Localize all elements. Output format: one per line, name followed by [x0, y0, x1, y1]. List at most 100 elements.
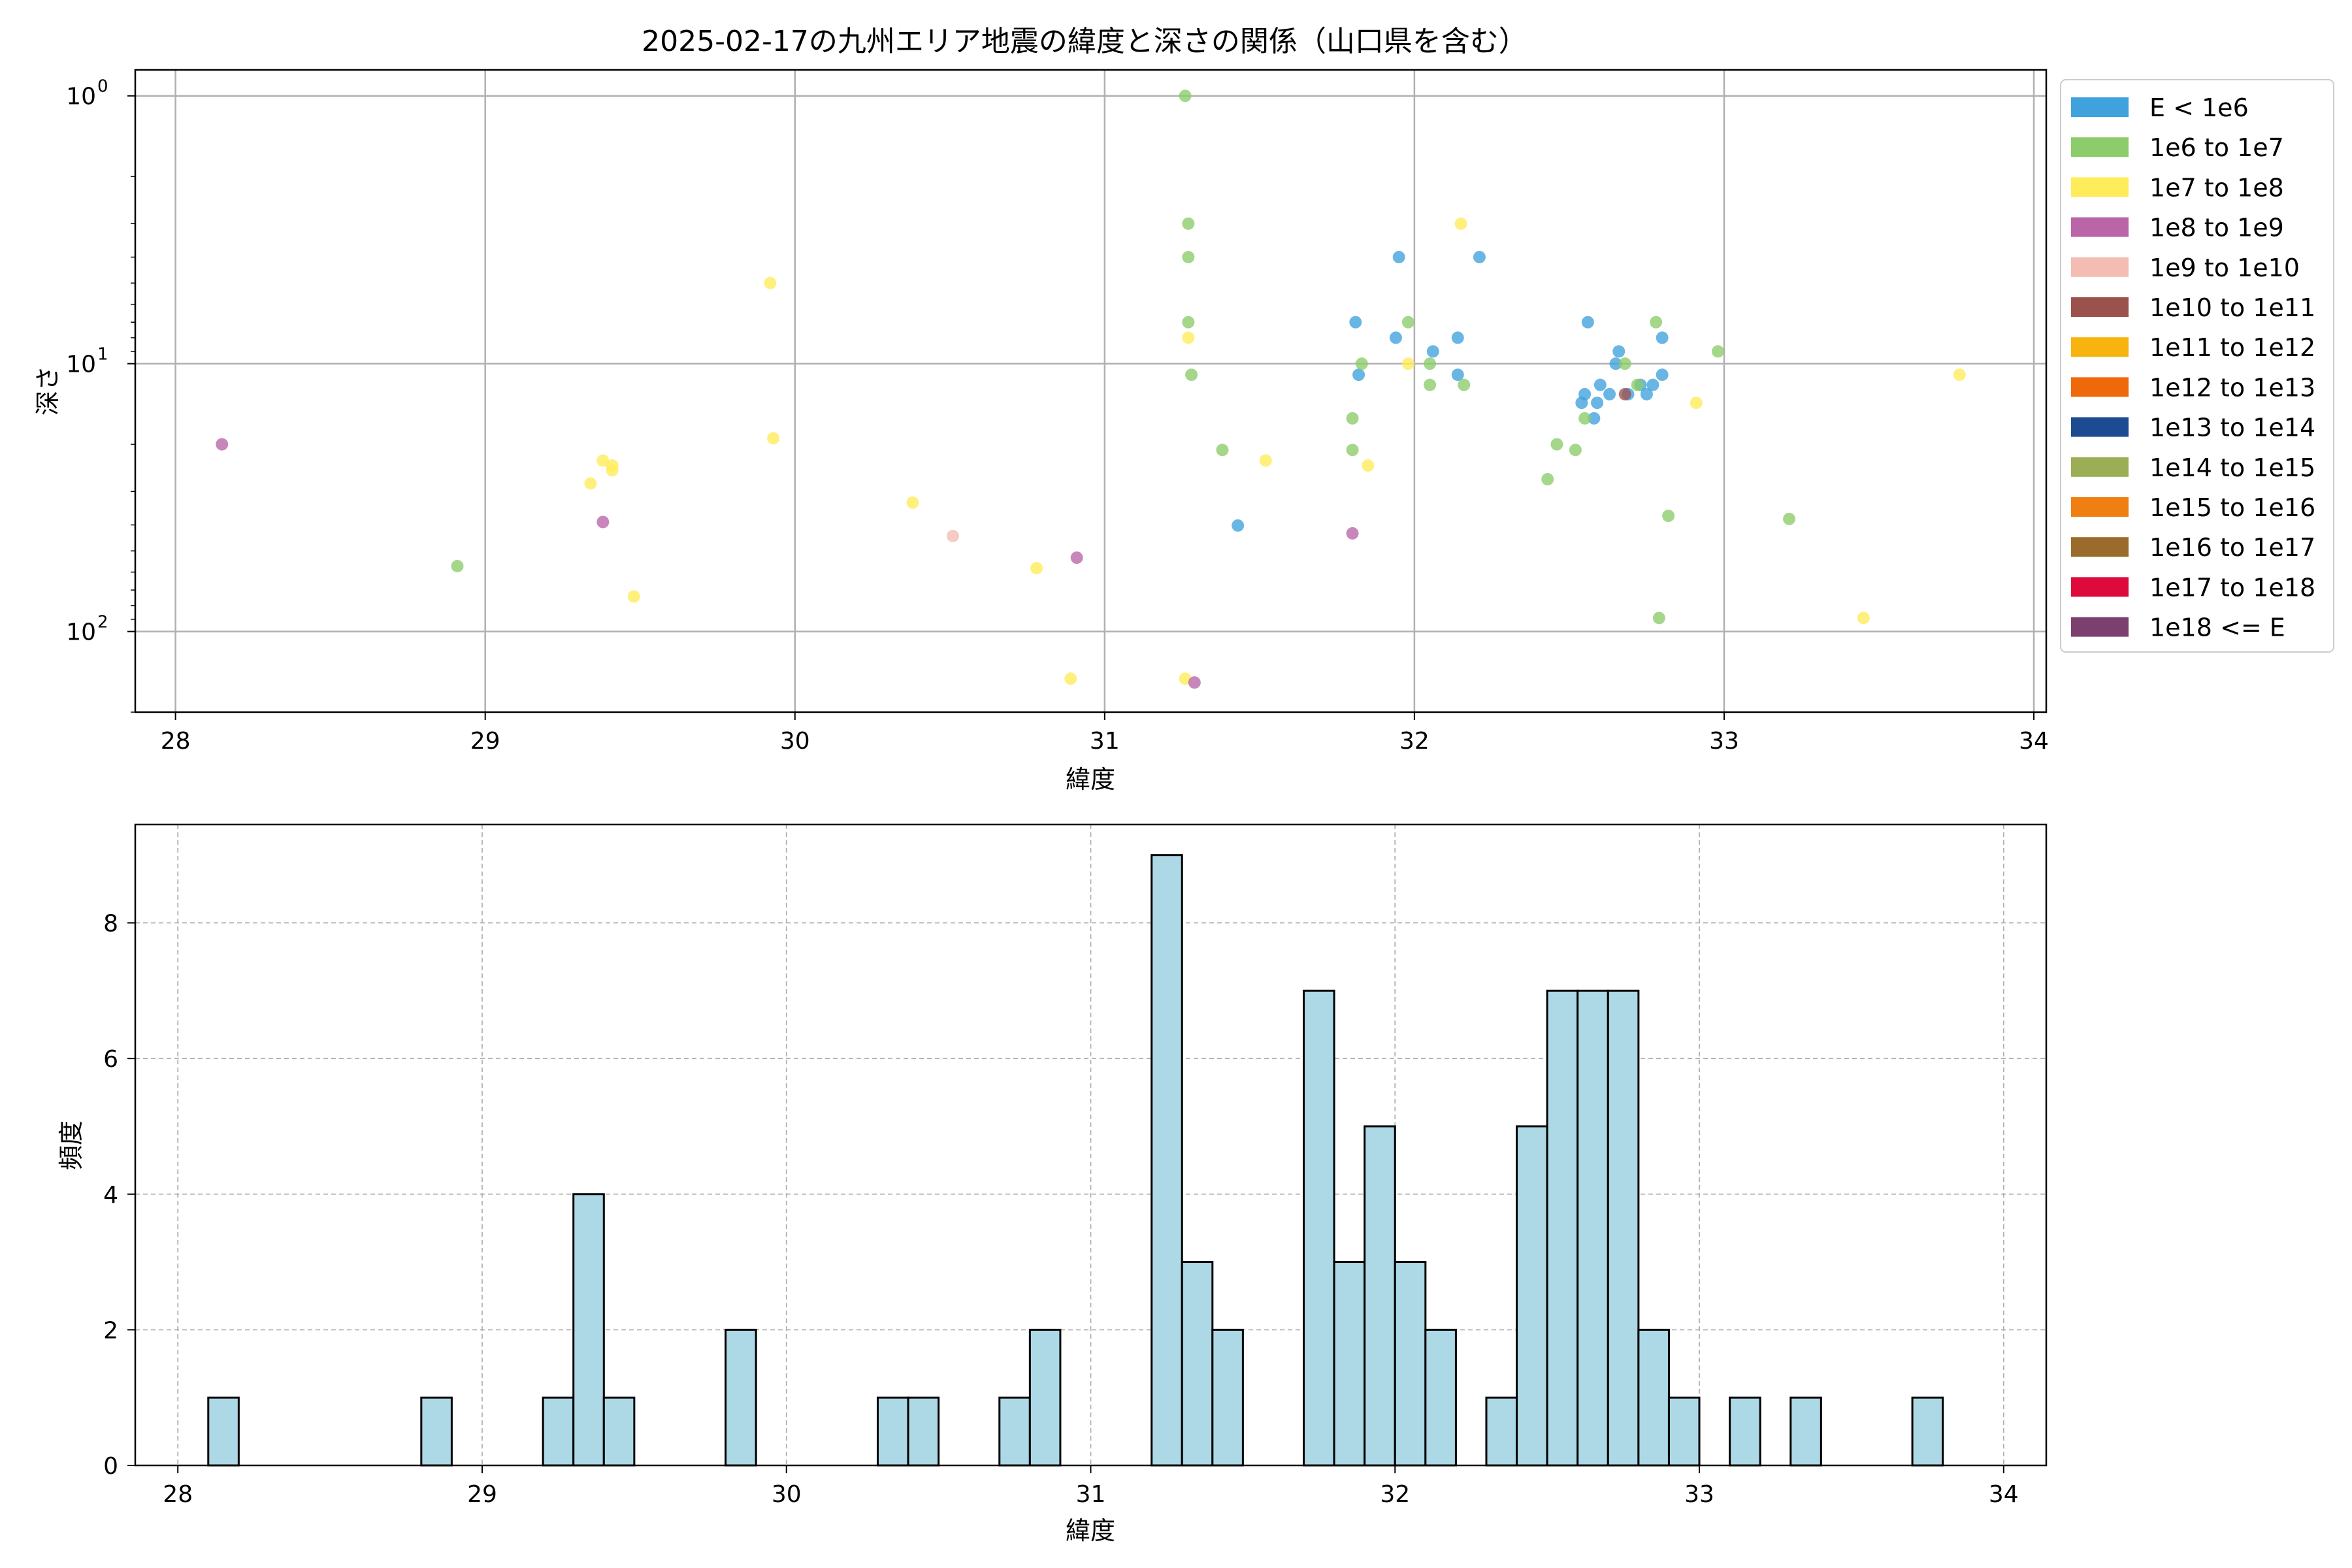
scatter-grid: [135, 70, 2046, 712]
scatter-point: [1182, 217, 1195, 230]
scatter-point: [1578, 387, 1592, 400]
legend-items: E < 1e6 1e6 to 1e7 1e7 to 1e8 1e8 to 1e9 1e9…: [2071, 93, 2315, 642]
histogram-bar: [1789, 1396, 1822, 1467]
scatter-point: [1401, 357, 1414, 370]
legend-swatch: [2071, 537, 2129, 557]
scatter-point: [596, 515, 610, 529]
scatter-point: [1182, 251, 1195, 264]
scatter-xtick-label: 33: [1709, 728, 1739, 755]
scatter-point: [1389, 331, 1402, 344]
histogram-bars: [207, 854, 1944, 1467]
histogram-xtick-label: 29: [467, 1481, 497, 1508]
histogram-bar: [1516, 1125, 1548, 1467]
scatter-point: [1392, 251, 1405, 264]
scatter-point: [1454, 217, 1467, 230]
scatter-point: [1690, 397, 1703, 410]
scatter-point: [1424, 378, 1437, 391]
legend-swatch: [2071, 377, 2129, 397]
scatter-point: [1346, 412, 1359, 425]
scatter-point: [1179, 90, 1192, 103]
histogram-bar: [907, 1396, 940, 1467]
scatter-point: [1588, 412, 1601, 425]
scatter-xticks: 28 29 30 31 32 33 34: [161, 712, 2049, 755]
scatter-point: [1618, 387, 1631, 400]
scatter-point: [1603, 387, 1616, 400]
histogram-ytick-label: 2: [103, 1317, 118, 1344]
scatter-ytick-exponent: 2: [97, 613, 108, 632]
legend-label: E < 1e6: [2149, 93, 2249, 122]
scatter-point: [1593, 378, 1607, 391]
scatter-point: [1064, 672, 1077, 685]
scatter-point: [1612, 345, 1625, 358]
scatter-point: [1349, 316, 1362, 329]
legend-label: 1e7 to 1e8: [2149, 173, 2284, 202]
scatter-point: [1656, 331, 1669, 344]
histogram-bar: [1546, 989, 1579, 1467]
histogram-bar: [876, 1396, 909, 1467]
scatter-xtick-label: 29: [470, 728, 500, 755]
scatter-xtick-label: 34: [2019, 728, 2049, 755]
legend-swatch: [2071, 137, 2129, 157]
scatter-point: [1578, 412, 1592, 425]
histogram-bar: [602, 1396, 636, 1467]
scatter-point: [584, 477, 597, 490]
scatter-point: [1346, 527, 1359, 540]
scatter-point: [1473, 251, 1486, 264]
scatter-ytick-exponent: 0: [97, 77, 108, 97]
scatter-point: [451, 560, 464, 573]
histogram-bar: [420, 1396, 453, 1467]
scatter-xtick-label: 31: [1090, 728, 1120, 755]
legend-label: 1e6 to 1e7: [2149, 133, 2284, 162]
histogram-bar: [1667, 1396, 1701, 1467]
scatter-point: [1569, 444, 1582, 457]
scatter-point: [1188, 676, 1201, 689]
legend-label: 1e9 to 1e10: [2149, 253, 2300, 282]
histogram-bar: [1211, 1328, 1244, 1467]
scatter-ytick-exponent: 1: [97, 345, 108, 365]
scatter-point: [1646, 378, 1659, 391]
scatter-point: [1232, 519, 1245, 532]
histogram-bar: [1303, 989, 1335, 1467]
scatter-point: [1216, 444, 1229, 457]
scatter-point: [906, 496, 919, 509]
histogram-bar: [1637, 1328, 1670, 1467]
histogram-bar: [1151, 854, 1183, 1467]
legend-swatch: [2071, 617, 2129, 637]
histogram-bar: [572, 1193, 605, 1467]
legend-swatch: [2071, 257, 2129, 277]
histogram-xtick-label: 34: [1989, 1481, 2019, 1508]
histogram-xtick-label: 32: [1380, 1481, 1410, 1508]
legend: E < 1e6 1e6 to 1e7 1e7 to 1e8 1e8 to 1e9 1e9…: [2060, 79, 2334, 653]
scatter-point: [1581, 316, 1594, 329]
histogram-bar: [542, 1396, 575, 1467]
histogram-bar: [1028, 1328, 1062, 1467]
histogram-bar: [1424, 1328, 1457, 1467]
histogram-bar: [207, 1396, 240, 1467]
legend-label: 1e11 to 1e12: [2149, 333, 2315, 362]
legend-swatch: [2071, 457, 2129, 477]
scatter-x-axis-label: 緯度: [1066, 765, 1115, 794]
histogram-x-axis-label: 緯度: [1066, 1516, 1115, 1545]
histogram-bar: [1394, 1261, 1427, 1467]
scatter-point: [1424, 357, 1437, 370]
histogram-bar: [725, 1328, 757, 1467]
chart-title: 2025-02-17の九州エリア地震の緯度と深さの関係（山口県を含む）: [642, 25, 1527, 58]
scatter-point: [947, 529, 960, 542]
scatter-point: [1711, 345, 1724, 358]
histogram-bar: [1364, 1125, 1396, 1467]
scatter-point: [1591, 397, 1604, 410]
scatter-xtick-label: 30: [780, 728, 810, 755]
histogram-bar: [1607, 989, 1640, 1467]
legend-label: 1e14 to 1e15: [2149, 453, 2315, 482]
scatter-point: [1182, 331, 1195, 344]
histogram-xtick-label: 28: [163, 1481, 193, 1508]
scatter-ytick-label: 10: [66, 351, 96, 378]
scatter-point: [1179, 672, 1192, 685]
scatter-point: [1451, 331, 1464, 344]
histogram-ytick-label: 0: [103, 1453, 118, 1480]
scatter-ytick-label: 10: [66, 84, 96, 110]
scatter-point: [767, 432, 780, 445]
scatter-point: [1652, 612, 1665, 625]
